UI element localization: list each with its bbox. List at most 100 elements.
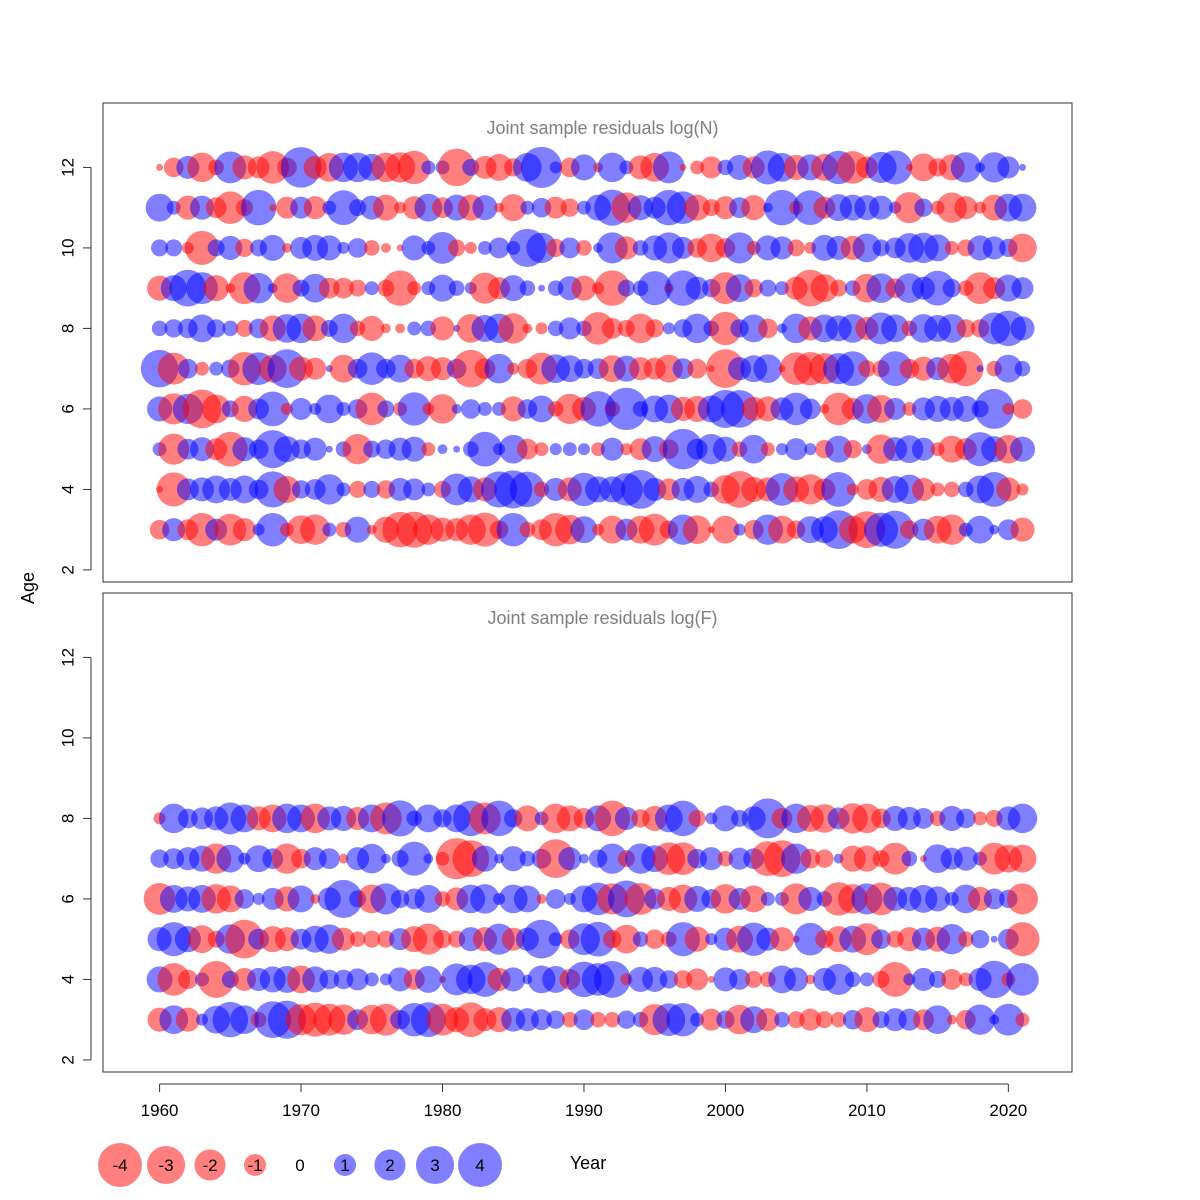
residual-bubble	[165, 239, 183, 257]
residual-bubble	[911, 477, 936, 501]
residual-bubble	[990, 935, 998, 943]
residual-bubble	[526, 232, 557, 264]
residual-bubble	[577, 443, 590, 456]
residual-bubble	[363, 930, 381, 948]
residual-bubble	[956, 319, 976, 338]
residual-bubble	[325, 445, 333, 453]
residual-bubble	[304, 357, 327, 380]
residual-bubble	[821, 472, 856, 507]
residual-bubble	[573, 1009, 595, 1031]
legend-label: -2	[202, 1156, 217, 1175]
residual-bubble	[580, 391, 616, 427]
residual-bubble	[815, 1011, 833, 1029]
residual-bubble	[983, 888, 1005, 910]
residual-bubble	[759, 279, 777, 297]
y-tick-label: 12	[59, 648, 78, 667]
residual-bubble	[672, 358, 694, 380]
residual-bubble	[370, 883, 402, 915]
residual-bubble	[536, 893, 547, 904]
residual-bubble	[337, 241, 350, 254]
x-tick-label: 1970	[282, 1101, 320, 1120]
legend-label: -4	[112, 1156, 127, 1175]
residual-bubble	[997, 156, 1020, 179]
residual-bubble	[687, 358, 707, 379]
residual-bubble	[699, 847, 723, 871]
residual-bubble	[336, 482, 351, 497]
residual-bubble	[684, 926, 710, 952]
residual-bubble	[548, 932, 563, 947]
residual-bubble	[338, 853, 349, 864]
residual-bubble	[364, 972, 379, 987]
x-tick-label: 1960	[141, 1101, 179, 1120]
residual-bubble	[546, 238, 565, 258]
residual-bubble	[178, 969, 198, 990]
residual-bubble	[451, 403, 462, 414]
residual-bubble	[711, 515, 740, 544]
residual-bubble	[346, 968, 369, 991]
residual-bubble	[741, 195, 767, 221]
residual-bubble	[397, 841, 432, 876]
residual-bubble	[739, 314, 768, 343]
residual-bubble	[519, 521, 536, 538]
residual-bubble	[1009, 436, 1036, 462]
residual-bubble	[188, 314, 216, 343]
residual-bubble	[571, 275, 597, 301]
residual-bubble	[700, 156, 723, 179]
residual-bubble	[690, 160, 705, 175]
residual-bubble	[218, 235, 243, 260]
residual-bubble	[322, 522, 337, 537]
residual-bubble	[164, 319, 183, 338]
residual-bubble	[952, 395, 979, 422]
residual-bubble	[593, 961, 631, 998]
residual-bubble	[744, 278, 763, 298]
residual-bubble	[644, 929, 665, 950]
residual-bubble	[936, 514, 967, 545]
residual-bubble	[942, 278, 961, 298]
residual-bubble	[271, 843, 303, 874]
residual-bubble	[1006, 883, 1039, 915]
residual-bubble	[235, 238, 254, 258]
residual-bubble	[570, 516, 598, 544]
residual-bubble	[401, 436, 427, 462]
residual-bubble	[291, 480, 311, 499]
residual-bubble	[925, 886, 951, 912]
residual-bubble	[825, 435, 853, 463]
residual-bubble	[913, 807, 934, 829]
residual-bubble	[620, 443, 633, 456]
residual-bubble	[546, 1010, 565, 1029]
residual-bubble	[545, 889, 566, 909]
residual-bubble	[280, 402, 293, 415]
residual-bubble	[958, 931, 974, 947]
residual-bubble	[745, 970, 763, 988]
residual-bubble	[363, 240, 380, 256]
residual-bubble	[326, 190, 361, 226]
residual-bubble	[700, 1008, 723, 1031]
legend-label: 0	[295, 1156, 304, 1175]
residual-bubble	[574, 358, 594, 379]
residual-bubble	[201, 394, 231, 424]
residual-bubble	[939, 805, 965, 831]
residual-bubble	[992, 1003, 1025, 1036]
residual-bubble	[684, 194, 711, 221]
residual-bubble	[256, 151, 290, 184]
residual-bubble	[414, 965, 442, 993]
residual-bubble	[729, 968, 751, 990]
residual-bubble	[197, 961, 235, 998]
panel-log-f: Joint sample residuals log(F) 2 4 6 8 10 12	[59, 592, 1073, 1073]
residual-bubble	[665, 800, 701, 837]
residual-bubble	[683, 475, 711, 503]
residual-bubble	[269, 204, 277, 212]
residual-bubble	[520, 200, 535, 215]
residual-bubble	[187, 152, 217, 183]
residual-bubble	[682, 313, 712, 344]
residual-bubble	[421, 160, 436, 175]
residual-bubble	[950, 152, 982, 183]
residual-bubble	[798, 886, 823, 911]
residual-bubble	[157, 352, 190, 385]
residual-bubble	[363, 480, 381, 498]
residual-bubble	[707, 975, 715, 983]
residual-bubble	[637, 271, 672, 306]
residual-bubble	[426, 231, 459, 264]
residual-bubble	[216, 885, 244, 913]
residual-bubble	[381, 242, 391, 253]
